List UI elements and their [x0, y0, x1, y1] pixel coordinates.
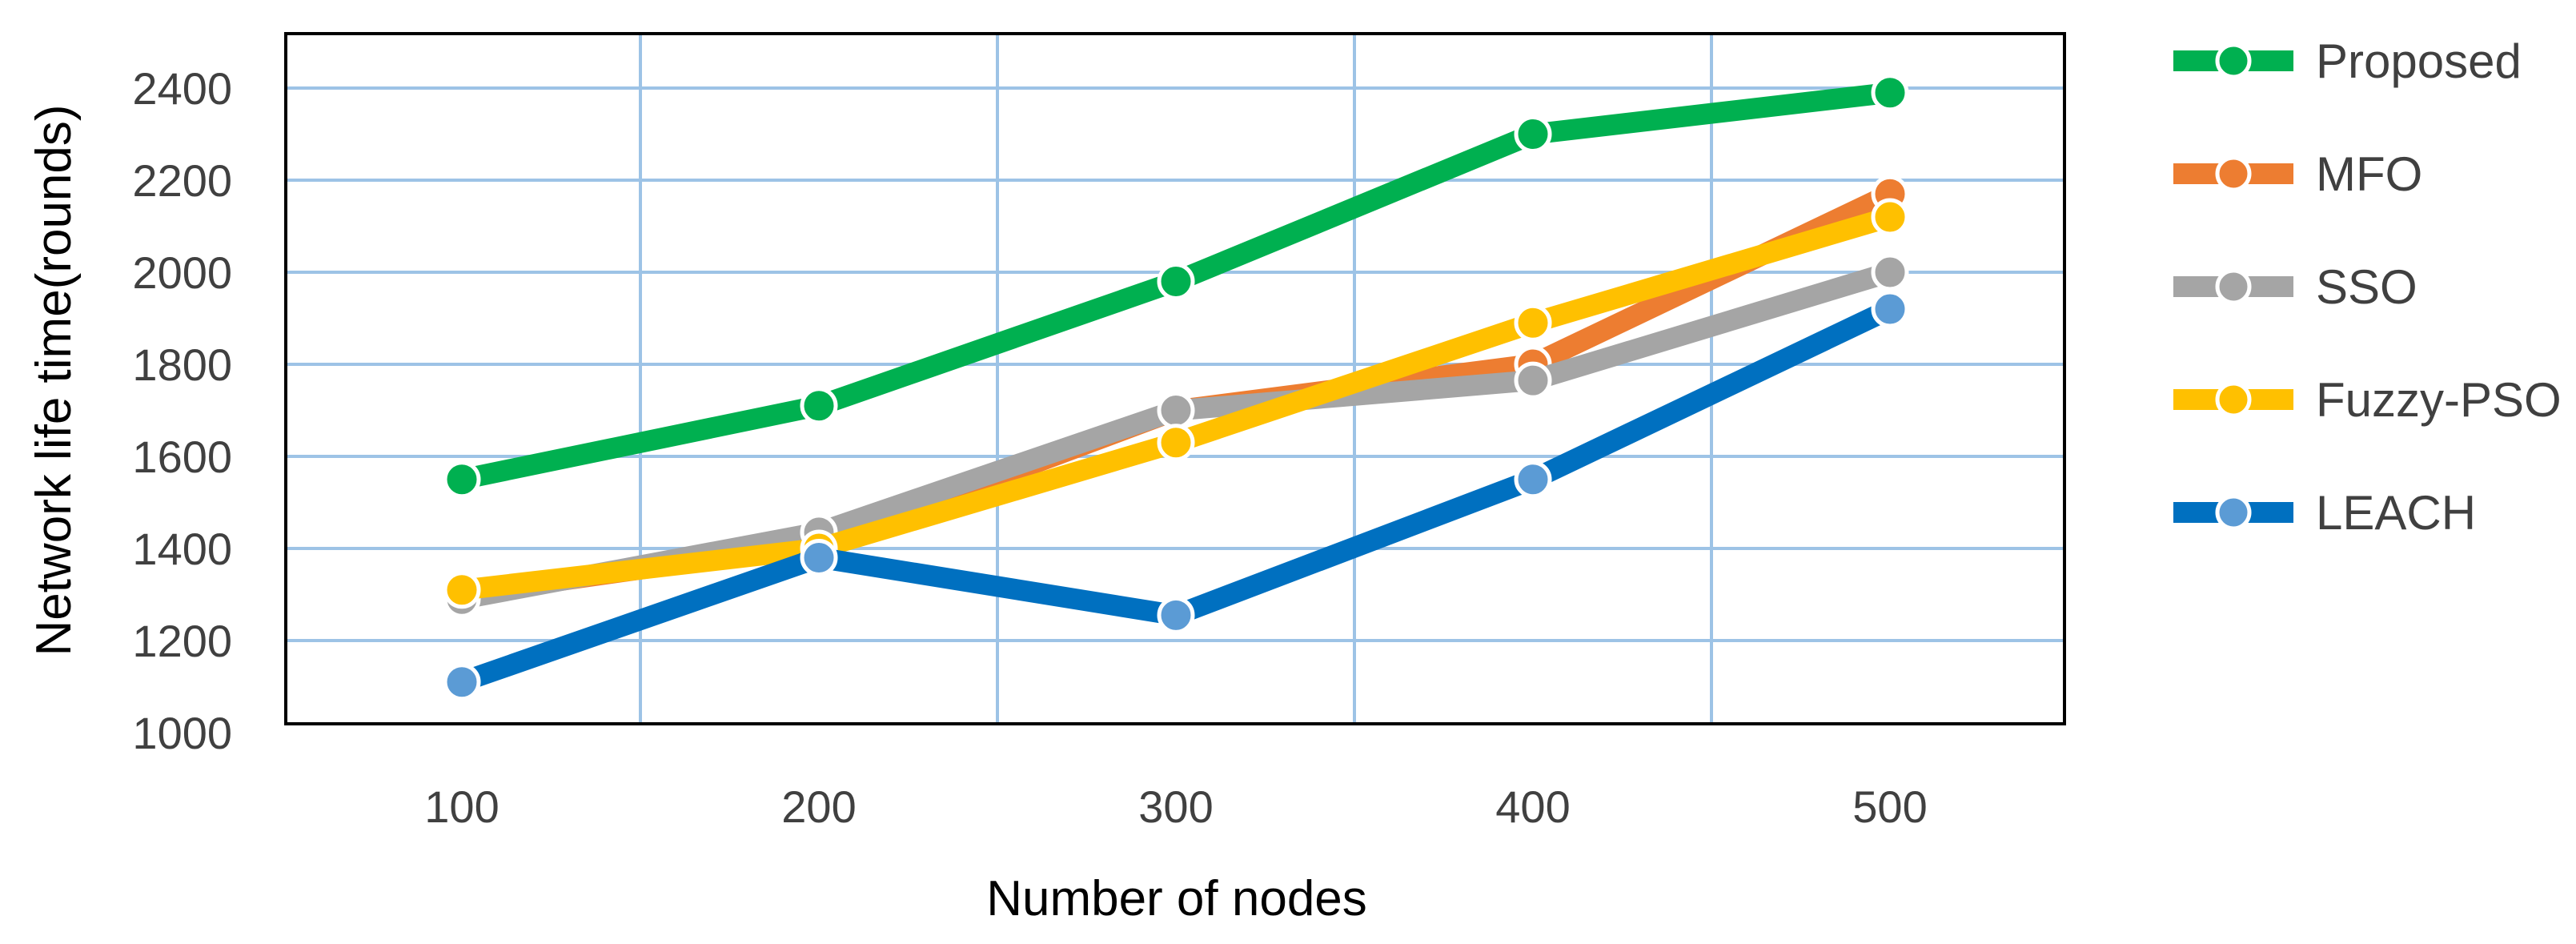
- data-point: [800, 387, 838, 425]
- legend-entry: MFO: [2173, 147, 2422, 201]
- y-tick-label: 2400: [132, 63, 232, 114]
- legend-swatch-marker: [2215, 42, 2252, 79]
- data-point: [1871, 198, 1909, 236]
- y-axis-tick-labels: 1000 1200 1400 1600 1800 2000 2200 2400: [132, 63, 232, 758]
- x-tick-label: 100: [424, 781, 499, 832]
- data-point: [1871, 290, 1909, 328]
- legend-label: LEACH: [2316, 486, 2476, 540]
- y-tick-label: 1200: [132, 616, 232, 666]
- legend-entry: LEACH: [2173, 486, 2476, 540]
- legend-swatch-marker: [2215, 381, 2252, 418]
- x-tick-label: 500: [1852, 781, 1927, 832]
- data-point: [1157, 596, 1195, 634]
- data-point: [1514, 115, 1552, 153]
- x-axis-tick-labels: 100 200 300 400 500: [424, 781, 1927, 832]
- data-point: [1514, 303, 1552, 342]
- data-point: [1514, 460, 1552, 499]
- y-tick-label: 1600: [132, 432, 232, 482]
- y-tick-label: 2000: [132, 247, 232, 298]
- data-point: [1871, 253, 1909, 291]
- data-point: [1157, 392, 1195, 429]
- legend-swatch-marker: [2215, 268, 2252, 305]
- legend: Proposed MFO SSO Fuzzy-PSO LEACH: [2173, 34, 2562, 540]
- legend-label: Fuzzy-PSO: [2316, 373, 2562, 427]
- x-tick-label: 400: [1495, 781, 1570, 832]
- legend-swatch-marker: [2215, 494, 2252, 531]
- legend-label: SSO: [2316, 260, 2418, 314]
- data-point: [1157, 424, 1195, 462]
- series-leach: [443, 290, 1909, 701]
- x-tick-label: 300: [1138, 781, 1213, 832]
- data-point: [443, 663, 481, 701]
- series-proposed: [443, 74, 1909, 499]
- data-point: [1514, 361, 1552, 400]
- series-fuzzy-pso: [443, 198, 1909, 609]
- legend-label: Proposed: [2316, 34, 2522, 88]
- y-tick-label: 2200: [132, 155, 232, 206]
- legend-swatch-marker: [2215, 155, 2252, 192]
- data-point: [800, 539, 838, 576]
- plot-area-border: [284, 32, 2066, 725]
- data-point: [1157, 263, 1195, 300]
- legend-entry: Proposed: [2173, 34, 2522, 88]
- legend-entry: Fuzzy-PSO: [2173, 373, 2562, 427]
- data-point: [443, 571, 481, 609]
- data-point: [1871, 74, 1909, 112]
- legend-label: MFO: [2316, 147, 2422, 201]
- y-tick-label: 1800: [132, 339, 232, 390]
- x-axis-title: Number of nodes: [986, 871, 1367, 926]
- data-point: [443, 460, 481, 499]
- y-tick-label: 1000: [132, 708, 232, 758]
- y-axis-title: Network life time(rounds): [26, 104, 82, 656]
- series-group: [443, 74, 1909, 701]
- y-tick-label: 1400: [132, 524, 232, 574]
- x-tick-label: 200: [781, 781, 856, 832]
- legend-entry: SSO: [2173, 260, 2418, 314]
